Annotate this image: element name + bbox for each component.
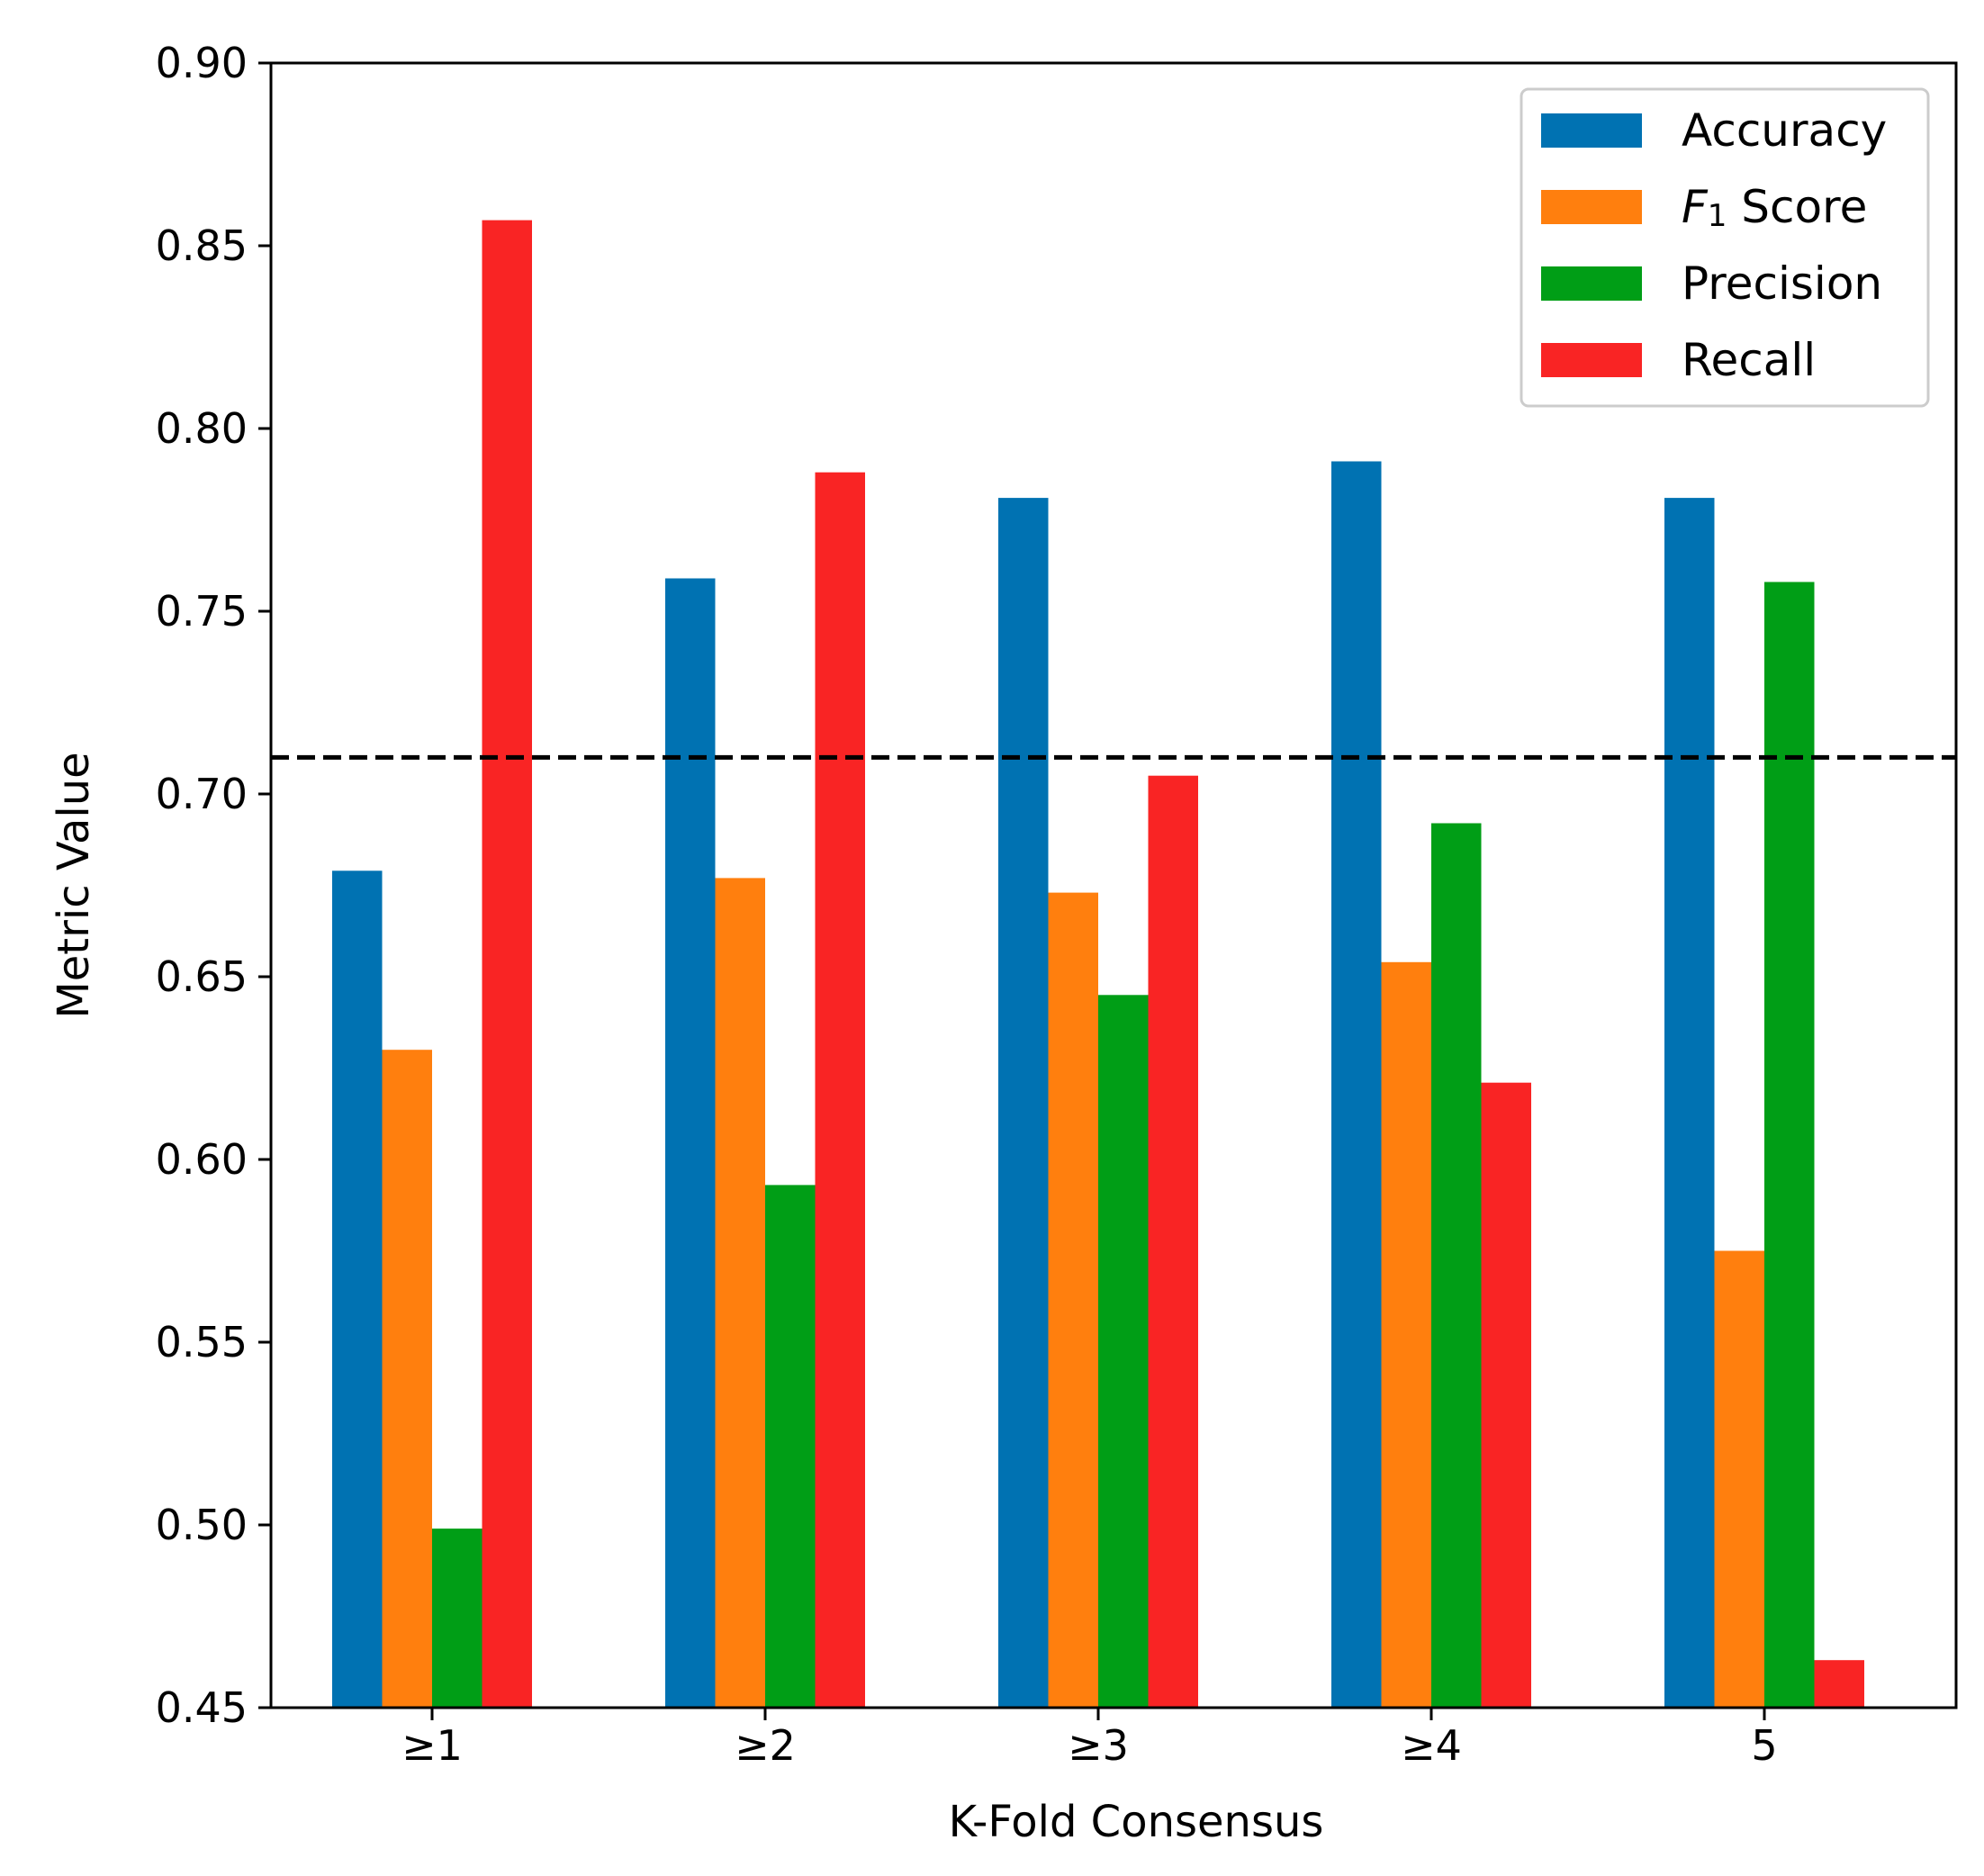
bar-recall-4 bbox=[1814, 1660, 1864, 1708]
y-tick-label: 0.85 bbox=[156, 221, 248, 270]
bar-precision-1 bbox=[765, 1185, 816, 1708]
bar-recall-3 bbox=[1481, 1082, 1531, 1708]
axes-layer: 0.45 0.50 0.55 0.60 0.65 0.70 0.75 0.80 0.85 0.90… bbox=[49, 39, 1958, 1847]
y-tick-label: 0.55 bbox=[156, 1318, 248, 1366]
bar-f1-score-4 bbox=[1714, 1250, 1764, 1708]
legend-label-f1-score: F1 Score bbox=[1682, 181, 1867, 234]
legend-label-recall: Recall bbox=[1682, 334, 1816, 386]
y-axis-title: Metric Value bbox=[49, 752, 99, 1018]
bar-f1-score-0 bbox=[382, 1050, 432, 1708]
legend-swatch-precision bbox=[1541, 266, 1642, 301]
x-tick-label: ≥4 bbox=[1401, 1721, 1462, 1770]
bar-accuracy-3 bbox=[1331, 461, 1382, 1708]
legend-label-accuracy: Accuracy bbox=[1682, 104, 1887, 157]
legend-swatch-recall bbox=[1541, 343, 1642, 377]
bar-accuracy-4 bbox=[1664, 498, 1715, 1708]
legend-swatch-accuracy bbox=[1541, 113, 1642, 148]
x-tick-label: ≥2 bbox=[735, 1721, 796, 1770]
y-tick-label: 0.80 bbox=[156, 404, 248, 453]
bar-accuracy-2 bbox=[998, 498, 1049, 1708]
legend: Accuracy F1 Score Precision Recall bbox=[1520, 87, 1930, 408]
bar-recall-1 bbox=[815, 472, 865, 1709]
bar-f1-score-1 bbox=[715, 878, 765, 1708]
y-tick-label: 0.90 bbox=[156, 39, 248, 87]
bar-f1-score-2 bbox=[1048, 892, 1098, 1708]
y-tick-label: 0.50 bbox=[156, 1501, 248, 1549]
legend-label-precision: Precision bbox=[1682, 257, 1882, 310]
bar-accuracy-1 bbox=[665, 578, 716, 1708]
bar-precision-3 bbox=[1431, 823, 1482, 1708]
bar-accuracy-0 bbox=[332, 870, 383, 1708]
bar-recall-0 bbox=[482, 220, 532, 1709]
x-tick-label: ≥3 bbox=[1068, 1721, 1129, 1770]
x-tick-label: ≥1 bbox=[401, 1721, 463, 1770]
y-tick-label: 0.45 bbox=[156, 1683, 248, 1732]
legend-swatch-f1-score bbox=[1541, 190, 1642, 224]
bar-recall-2 bbox=[1148, 775, 1198, 1709]
bar-precision-4 bbox=[1764, 582, 1815, 1708]
bar-f1-score-3 bbox=[1381, 961, 1431, 1708]
plot-frame bbox=[269, 61, 1958, 1709]
y-tick-label: 0.70 bbox=[156, 770, 248, 818]
y-tick-label: 0.60 bbox=[156, 1135, 248, 1184]
bar-precision-2 bbox=[1098, 995, 1149, 1708]
x-tick-label: 5 bbox=[1751, 1721, 1777, 1770]
x-axis-title: K-Fold Consensus bbox=[949, 1797, 1324, 1847]
legend-box bbox=[1520, 87, 1930, 408]
y-tick-label: 0.65 bbox=[156, 952, 248, 1001]
bars-layer bbox=[332, 220, 1864, 1709]
y-tick-label: 0.75 bbox=[156, 587, 248, 636]
bar-precision-0 bbox=[432, 1529, 482, 1708]
